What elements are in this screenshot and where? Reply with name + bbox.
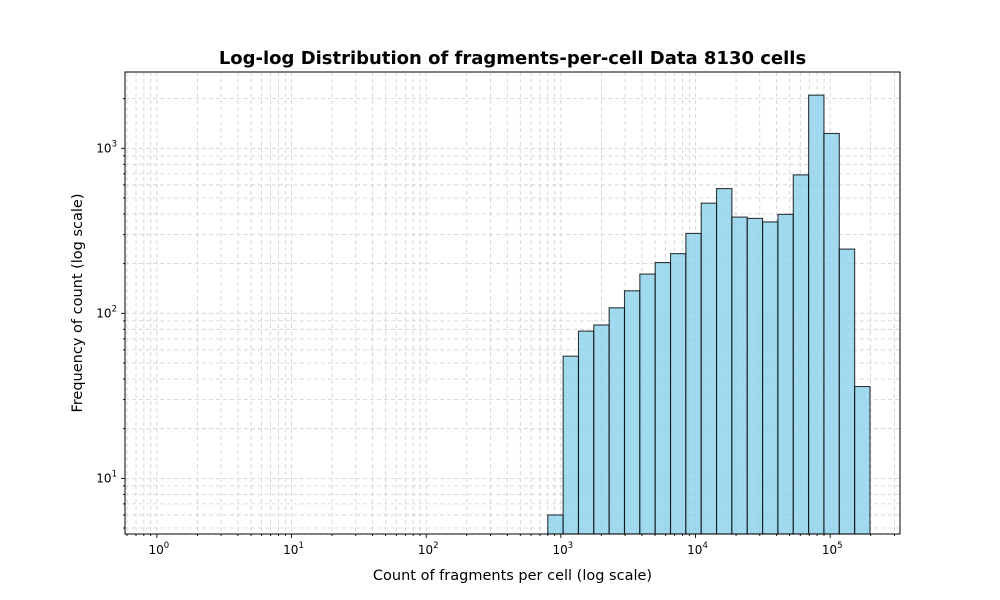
x-tick-label: 100	[149, 541, 170, 557]
histogram-bar	[593, 324, 610, 535]
x-tick-label: 105	[822, 541, 843, 557]
histogram-bar	[654, 262, 672, 535]
histogram-bar	[716, 188, 733, 535]
y-tick-label: 103	[96, 139, 117, 155]
plot-frame	[124, 71, 901, 535]
histogram-bar	[777, 213, 794, 535]
histogram-bar	[685, 232, 702, 535]
bars	[547, 94, 871, 535]
histogram-bar	[746, 217, 764, 535]
x-tick-label: 103	[552, 541, 573, 557]
histogram-bar	[731, 216, 748, 535]
histogram-bar	[808, 94, 825, 535]
y-tick-label: 102	[96, 304, 117, 320]
chart-title: Log-log Distribution of fragments-per-ce…	[219, 48, 806, 69]
histogram-bar	[623, 290, 641, 535]
x-tick-label: 101	[283, 541, 304, 557]
y-axis-label: Frequency of count (log scale)	[70, 193, 86, 412]
histogram-bar	[608, 307, 626, 535]
x-tick-label: 102	[418, 541, 439, 557]
histogram-bar	[854, 385, 871, 535]
histogram-bar	[562, 355, 580, 535]
x-axis-label: Count of fragments per cell (log scale)	[373, 568, 652, 584]
histogram-bar	[838, 248, 856, 535]
axis-ticks: 100 101 102 103 104 105 101 102 103	[96, 98, 895, 557]
histogram-bar	[547, 514, 564, 535]
y-tick-label: 101	[96, 469, 117, 485]
histogram-bar	[762, 221, 779, 535]
histogram-bar	[823, 132, 840, 535]
histogram-bar	[669, 253, 687, 535]
histogram-bar	[700, 202, 718, 535]
histogram-bar	[577, 330, 595, 535]
x-tick-label: 104	[687, 541, 708, 557]
histogram-bar	[639, 273, 656, 535]
histogram-bar	[792, 174, 810, 535]
